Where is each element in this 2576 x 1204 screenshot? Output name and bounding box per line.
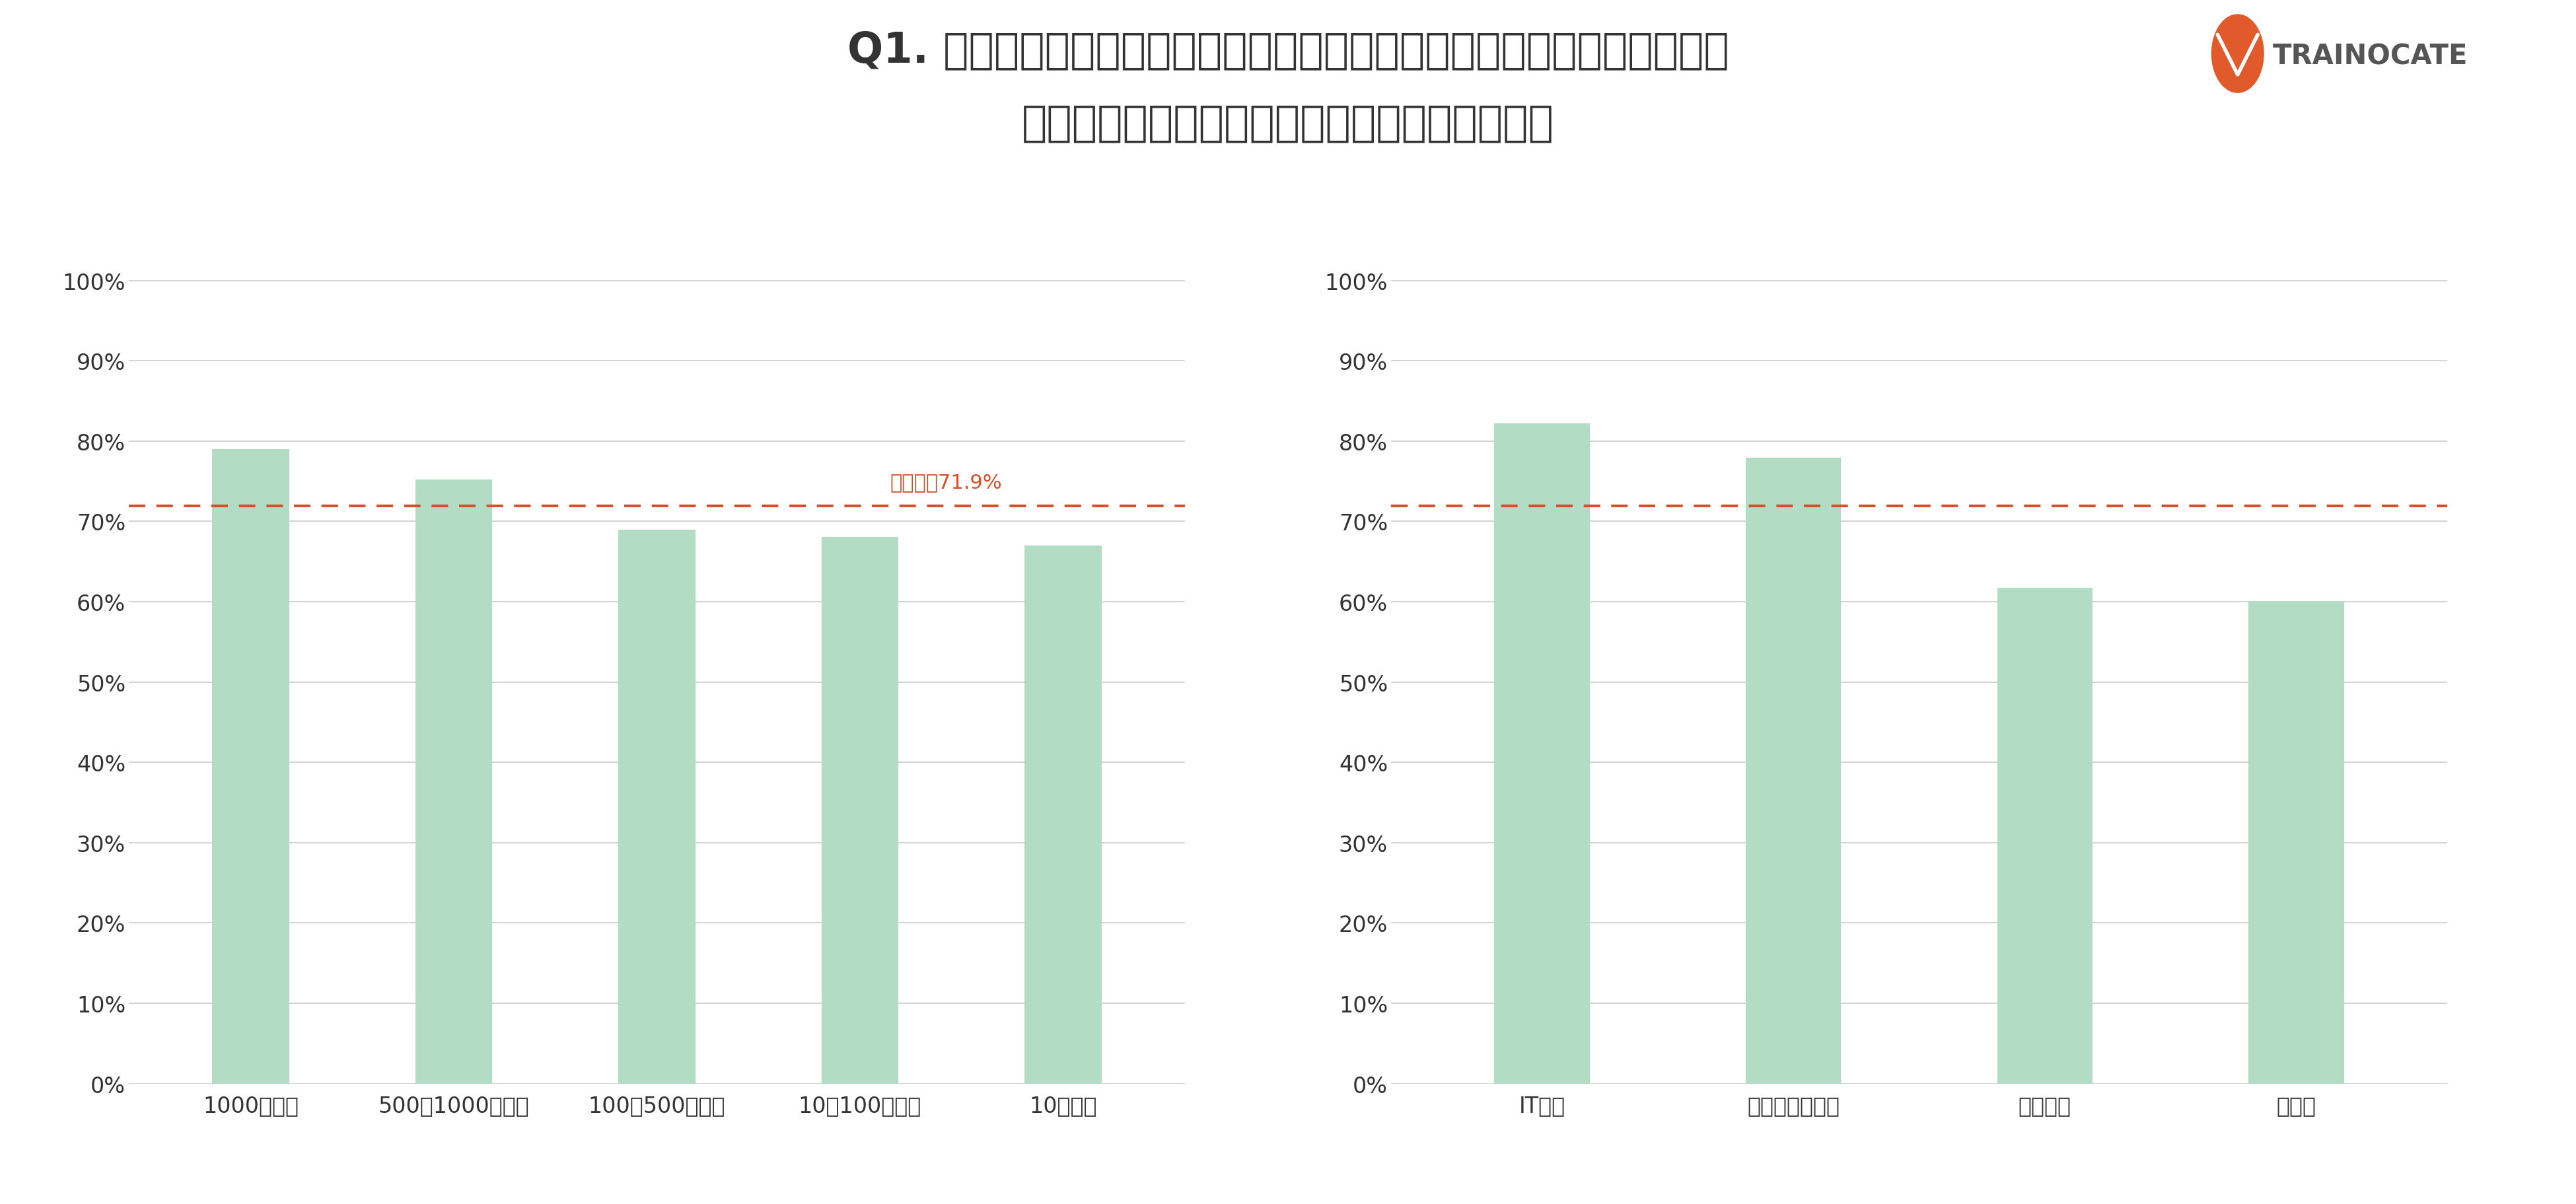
Bar [1025, 545, 1103, 1084]
Bar [1747, 459, 1842, 1084]
Text: 「そう思う」「ややそう思う」と回答した割合: 「そう思う」「ややそう思う」と回答した割合 [1023, 102, 1553, 143]
Bar [1494, 424, 1589, 1084]
Text: TRAINOCATE: TRAINOCATE [2272, 42, 2468, 70]
Ellipse shape [2213, 16, 2264, 93]
Bar [618, 530, 696, 1084]
Bar [211, 449, 289, 1084]
Text: Q1. あなたは、ご自身の業務に対するスキルを向上したいと思いますか。: Q1. あなたは、ご自身の業務に対するスキルを向上したいと思いますか。 [848, 30, 1728, 71]
Bar [1996, 589, 2092, 1084]
Bar [822, 537, 899, 1084]
Bar [2249, 601, 2344, 1084]
Bar [415, 480, 492, 1084]
Text: 全体平均71.9%: 全体平均71.9% [891, 473, 1002, 492]
